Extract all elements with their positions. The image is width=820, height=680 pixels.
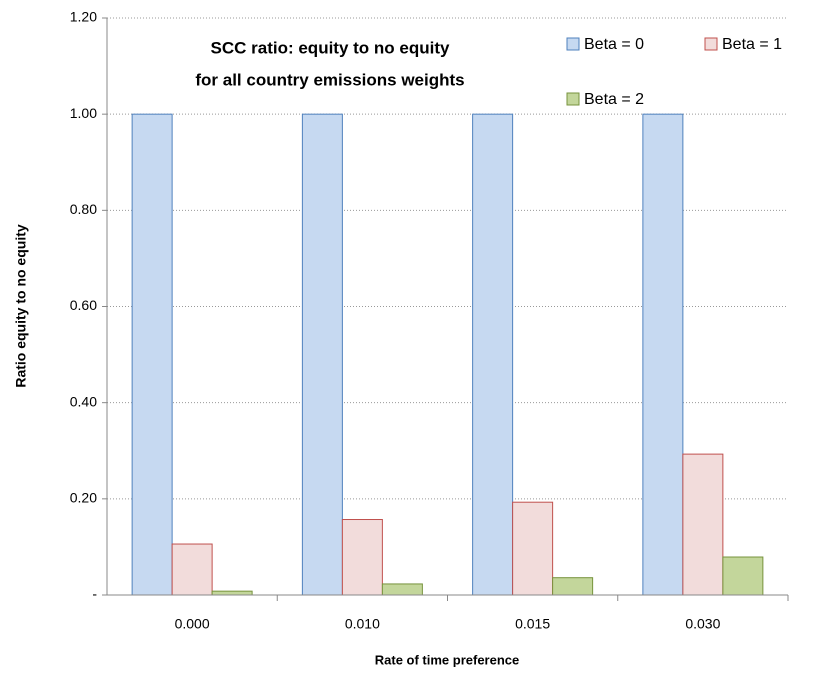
x-tick-label: 0.030 [685,616,720,632]
bar [171,543,213,596]
bar [682,453,724,596]
bar [722,556,764,596]
y-tick-label: 0.20 [70,490,97,506]
x-tick-label: 0.000 [175,616,210,632]
chart-title: for all country emissions weights [195,70,464,89]
bar [381,583,423,596]
legend-swatch [704,37,718,51]
bar [211,590,253,596]
legend-label: Beta = 1 [722,36,782,53]
y-tick-label: 1.20 [70,9,97,25]
y-tick-label: 1.00 [70,105,97,121]
legend-swatch [566,37,580,51]
legend-label: Beta = 0 [584,36,644,53]
bar [341,519,383,596]
bar [512,501,554,596]
bar [131,113,173,596]
y-tick-label: 0.80 [70,201,97,217]
x-axis-label: Rate of time preference [375,652,520,667]
x-tick-label: 0.015 [515,616,550,632]
legend-label: Beta = 2 [584,91,644,108]
y-tick-label: - [92,586,97,602]
y-axis-label: Ratio equity to no equity [13,224,29,388]
y-tick-label: 0.40 [70,393,97,409]
bar [301,113,343,596]
bar [642,113,684,596]
legend-swatch [566,92,580,106]
bar [472,113,514,596]
chart-title: SCC ratio: equity to no equity [211,38,450,57]
bar [552,577,594,596]
x-tick-label: 0.010 [345,616,380,632]
y-tick-label: 0.60 [70,297,97,313]
